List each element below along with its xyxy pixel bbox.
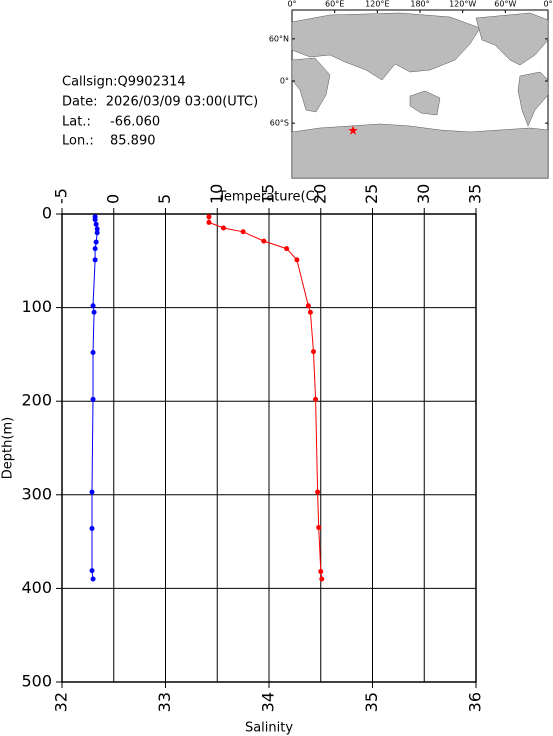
x2-tick-label: -5 <box>52 188 71 204</box>
y-tick-label: 400 <box>21 578 52 597</box>
profile-point <box>284 246 290 252</box>
x2-tick-label: 35 <box>466 184 485 204</box>
y-tick-label: 100 <box>21 297 52 316</box>
profile-point <box>311 349 317 355</box>
map-lat-label: 60°N <box>269 34 289 43</box>
profile-point <box>92 257 98 263</box>
profile-point <box>89 489 95 495</box>
profile-point <box>206 219 212 225</box>
profile-point <box>92 246 98 252</box>
profile-point <box>90 576 96 582</box>
map <box>291 9 549 179</box>
profile-point <box>316 525 322 531</box>
x2-tick-label: 15 <box>259 184 278 204</box>
profile-point <box>94 230 100 236</box>
x-tick-label: 36 <box>466 692 485 712</box>
map-lon-label: 120°E <box>365 0 389 9</box>
profile-point <box>261 238 267 244</box>
plot-frame <box>61 213 477 683</box>
map-lat-label: 60°S <box>270 119 289 128</box>
map-lat-label: 0° <box>280 77 289 86</box>
y-tick-label: 200 <box>21 391 52 410</box>
x-tick-label: 35 <box>362 692 381 712</box>
map-lon-label: 120°W <box>449 0 476 9</box>
y-tick-label: 500 <box>21 672 52 691</box>
x-axis-label: Salinity <box>245 721 293 736</box>
lon-label: Lon.: <box>62 134 94 149</box>
profile-point <box>307 309 313 315</box>
map-lon-label: 0° <box>287 0 296 9</box>
y-tick-label: 300 <box>21 484 52 503</box>
profile-point <box>315 489 321 495</box>
profile-point <box>90 303 96 309</box>
x2-tick-label: 30 <box>414 184 433 204</box>
profile-point <box>294 257 300 263</box>
profile-point <box>94 226 100 232</box>
x-tick-label: 32 <box>52 692 71 712</box>
date: Date: 2026/03/09 03:00(UTC) <box>62 95 258 110</box>
x2-tick-label: 10 <box>207 184 226 204</box>
profile-point <box>89 525 95 531</box>
lat-value: -66.060 <box>110 115 160 130</box>
map-lon-label: 60°E <box>325 0 344 9</box>
map-lon-label: 60°W <box>494 0 516 9</box>
x2-tick-label: 25 <box>362 184 381 204</box>
profile-point <box>90 350 96 356</box>
land <box>291 12 549 179</box>
y-axis-label: Depth(m) <box>1 417 16 479</box>
profile-point <box>305 303 311 309</box>
x2-axis-label: Temperature(C) <box>217 190 320 205</box>
map-lon-label: 0° <box>543 0 552 9</box>
callsign: Callsign:Q9902314 <box>62 75 186 90</box>
profile-line <box>208 216 323 580</box>
profile-point <box>91 309 97 315</box>
profile-point <box>93 221 99 227</box>
x-tick-label: 34 <box>259 692 278 712</box>
profile-point <box>89 568 95 574</box>
y-tick-label: 0 <box>42 204 52 223</box>
x2-tick-label: 0 <box>103 194 122 204</box>
profile-point <box>319 576 325 582</box>
profile-point <box>313 396 319 402</box>
profile-point <box>92 217 98 223</box>
x2-tick-label: 20 <box>310 184 329 204</box>
lat-label: Lat.: <box>62 115 91 130</box>
x-tick-label: 33 <box>155 692 174 712</box>
lon-value: 85.890 <box>110 134 156 149</box>
profile-point <box>90 396 96 402</box>
x2-tick-label: 5 <box>155 194 174 204</box>
profile-point <box>93 239 99 245</box>
profile-point <box>318 569 324 575</box>
map-lon-label: 180° <box>410 0 429 9</box>
station-marker <box>348 125 358 135</box>
profile-point <box>220 225 226 231</box>
profile-point <box>206 214 212 220</box>
profile-point <box>240 229 246 235</box>
